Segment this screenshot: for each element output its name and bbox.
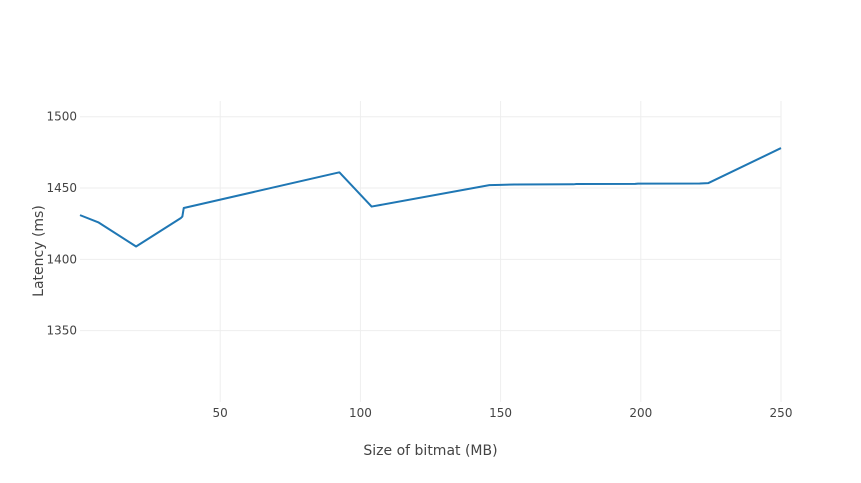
x-tick-label: 250 [770, 406, 793, 420]
grid-layer [80, 101, 782, 402]
series-layer [79, 147, 782, 248]
y-tick-label: 1450 [46, 181, 77, 195]
y-axis-title: Latency (ms) [31, 205, 47, 297]
x-tick-label: 100 [349, 406, 372, 420]
y-tick-label: 1350 [46, 324, 77, 338]
y-tick-label: 1500 [46, 110, 77, 124]
tick-labels: 50 100 150 200 250 1350 1400 1450 1500 [46, 110, 792, 420]
x-tick-label: 50 [213, 406, 228, 420]
y-tick-label: 1400 [46, 252, 77, 266]
series-line [79, 147, 782, 248]
x-tick-label: 200 [629, 406, 652, 420]
x-tick-label: 150 [489, 406, 512, 420]
x-axis-title: Size of bitmat (MB) [363, 443, 497, 459]
